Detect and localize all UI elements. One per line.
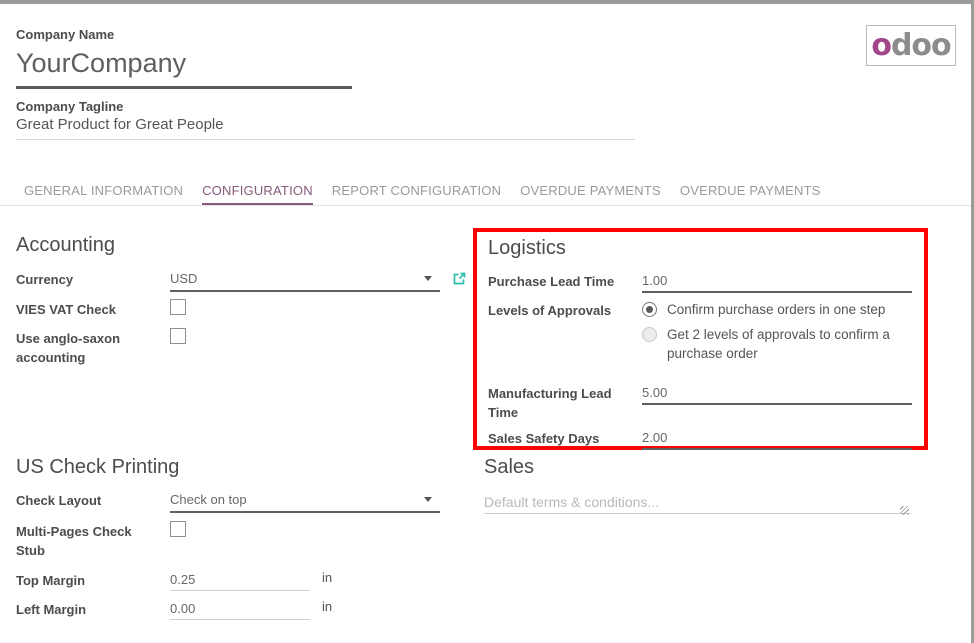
tab-configuration[interactable]: CONFIGURATION [202, 183, 313, 205]
us-check-printing-title: US Check Printing [16, 456, 180, 478]
odoo-logo-letters-doo: doo [890, 27, 952, 63]
window-border-right [971, 0, 974, 643]
top-margin-input[interactable] [170, 569, 310, 591]
approval-option-one-step[interactable]: Confirm purchase orders in one step [642, 300, 914, 320]
odoo-logo[interactable]: o doo [866, 25, 956, 66]
company-name-label: Company Name [16, 27, 115, 42]
purchase-lead-time-input[interactable] [642, 271, 912, 293]
anglo-saxon-label: Use anglo-saxon accounting [16, 331, 121, 365]
vies-vat-checkbox[interactable] [170, 299, 186, 315]
logistics-section-title: Logistics [488, 237, 566, 259]
company-tagline-label: Company Tagline [16, 99, 124, 114]
tab-report-configuration[interactable]: REPORT CONFIGURATION [331, 183, 502, 198]
tab-overdue-payments-1[interactable]: OVERDUE PAYMENTS [520, 183, 661, 198]
chevron-down-icon [424, 276, 432, 281]
left-margin-input[interactable] [170, 598, 310, 620]
multi-pages-check-stub-row: Multi-Pages Check Stub [16, 521, 468, 561]
radio-button-icon[interactable] [642, 302, 657, 317]
logistics-highlight-box: Logistics Purchase Lead Time Levels of A… [473, 228, 928, 451]
check-layout-value: Check on top [170, 492, 247, 507]
levels-of-approvals-label: Levels of Approvals [488, 303, 612, 318]
default-terms-textarea[interactable] [484, 492, 910, 514]
anglo-saxon-checkbox[interactable] [170, 328, 186, 344]
sales-safety-days-label: Sales Safety Days [488, 431, 600, 447]
check-layout-row: Check Layout Check on top [16, 490, 468, 513]
sales-safety-days-input[interactable] [642, 428, 912, 451]
top-margin-label: Top Margin [16, 572, 86, 588]
currency-label: Currency [16, 272, 74, 287]
notebook-tab-bar: GENERAL INFORMATION CONFIGURATION REPORT… [0, 183, 971, 206]
top-margin-row: Top Margin in [16, 569, 468, 591]
purchase-lead-time-label: Purchase Lead Time [488, 274, 615, 289]
tab-general-information[interactable]: GENERAL INFORMATION [24, 183, 184, 198]
sales-section: Sales [484, 456, 911, 519]
tab-overdue-payments-2[interactable]: OVERDUE PAYMENTS [679, 183, 821, 198]
currency-row: Currency USD [16, 269, 468, 292]
check-layout-label: Check Layout [16, 493, 102, 508]
us-check-printing-section: US Check Printing Check Layout Check on … [16, 456, 468, 620]
company-name-input[interactable] [16, 45, 352, 89]
resize-handle-icon[interactable] [900, 506, 909, 515]
top-margin-unit: in [322, 569, 333, 585]
approval-option-two-levels[interactable]: Get 2 levels of approvals to confirm a p… [642, 325, 914, 364]
vies-vat-check-row: VIES VAT Check [16, 299, 468, 320]
sales-section-title: Sales [484, 456, 535, 478]
multi-pages-check-stub-label: Multi-Pages Check Stub [16, 524, 132, 558]
manufacturing-lead-time-row: Manufacturing Lead Time [488, 382, 914, 423]
vies-vat-check-label: VIES VAT Check [16, 302, 116, 317]
chevron-down-icon [424, 497, 432, 502]
approval-option-two-levels-label: Get 2 levels of approvals to confirm a p… [667, 326, 890, 362]
left-margin-label: Left Margin [16, 601, 87, 617]
accounting-section: Accounting Currency USD VIES VAT Check [16, 234, 468, 368]
purchase-lead-time-row: Purchase Lead Time [488, 271, 914, 293]
odoo-logo-letter-o: o [871, 27, 892, 63]
approval-option-one-step-label: Confirm purchase orders in one step [667, 302, 886, 317]
levels-of-approvals-row: Levels of Approvals Confirm purchase ord… [488, 300, 914, 369]
window-border-top [0, 0, 974, 4]
currency-value: USD [170, 271, 198, 286]
left-margin-row: Left Margin in [16, 598, 468, 620]
external-link-icon[interactable] [452, 271, 467, 291]
radio-button-icon[interactable] [642, 326, 657, 342]
currency-select[interactable]: USD [170, 269, 440, 292]
sales-safety-days-row: Sales Safety Days [488, 428, 914, 451]
manufacturing-lead-time-input[interactable] [642, 382, 912, 405]
accounting-section-title: Accounting [16, 234, 115, 256]
multi-pages-check-stub-checkbox[interactable] [170, 521, 186, 537]
left-margin-unit: in [322, 598, 333, 614]
check-layout-select[interactable]: Check on top [170, 490, 440, 513]
manufacturing-lead-time-label: Manufacturing Lead Time [488, 385, 612, 420]
anglo-saxon-row: Use anglo-saxon accounting [16, 328, 468, 368]
company-tagline-input[interactable] [16, 114, 635, 140]
